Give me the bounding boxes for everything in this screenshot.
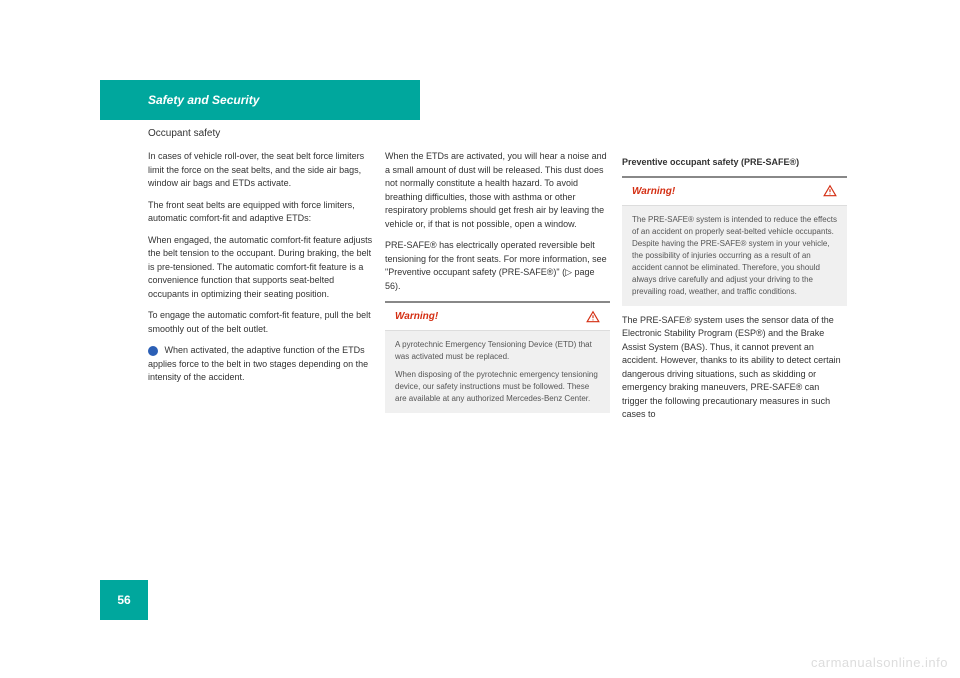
body-text: To engage the automatic comfort-fit feat…: [148, 309, 373, 336]
warning-text: The PRE-SAFE® system is intended to redu…: [632, 214, 837, 298]
column-2: When the ETDs are activated, you will he…: [385, 150, 610, 413]
body-text: PRE-SAFE® has electrically operated reve…: [385, 239, 610, 293]
section-subtitle: Occupant safety: [148, 128, 220, 139]
tip-text: When activated, the adaptive function of…: [148, 344, 373, 385]
body-text: When engaged, the automatic comfort-fit …: [148, 234, 373, 302]
page-number-band: 56: [100, 580, 148, 620]
warning-header: Warning!: [385, 303, 610, 331]
watermark: carmanualsonline.info: [811, 655, 948, 670]
body-text: The PRE-SAFE® system uses the sensor dat…: [622, 314, 847, 422]
body-text: In cases of vehicle roll-over, the seat …: [148, 150, 373, 191]
warning-text: A pyrotechnic Emergency Tensioning Devic…: [395, 339, 600, 363]
tip-body: When activated, the adaptive function of…: [148, 345, 368, 382]
section-header-band: Safety and Security: [100, 80, 420, 120]
warning-header: Warning!: [622, 178, 847, 206]
column-1: In cases of vehicle roll-over, the seat …: [148, 150, 373, 393]
column-3: Preventive occupant safety (PRE-SAFE®) W…: [622, 150, 847, 430]
body-text: When the ETDs are activated, you will he…: [385, 150, 610, 231]
warning-box: Warning! A pyrotechnic Emergency Tension…: [385, 301, 610, 413]
subheading: Preventive occupant safety (PRE-SAFE®): [622, 156, 847, 170]
page-number: 56: [117, 593, 130, 607]
warning-box: Warning! The PRE-SAFE® system is intende…: [622, 176, 847, 306]
warning-text: When disposing of the pyrotechnic emerge…: [395, 369, 600, 405]
warning-body: The PRE-SAFE® system is intended to redu…: [622, 206, 847, 306]
body-text: The front seat belts are equipped with f…: [148, 199, 373, 226]
warning-title: Warning!: [632, 184, 675, 199]
manual-page: Safety and Security Occupant safety In c…: [100, 80, 860, 620]
warning-triangle-icon: [823, 184, 837, 198]
warning-title: Warning!: [395, 309, 438, 324]
info-bullet-icon: [148, 346, 158, 356]
section-title: Safety and Security: [148, 93, 259, 107]
warning-body: A pyrotechnic Emergency Tensioning Devic…: [385, 331, 610, 413]
warning-triangle-icon: [586, 310, 600, 324]
